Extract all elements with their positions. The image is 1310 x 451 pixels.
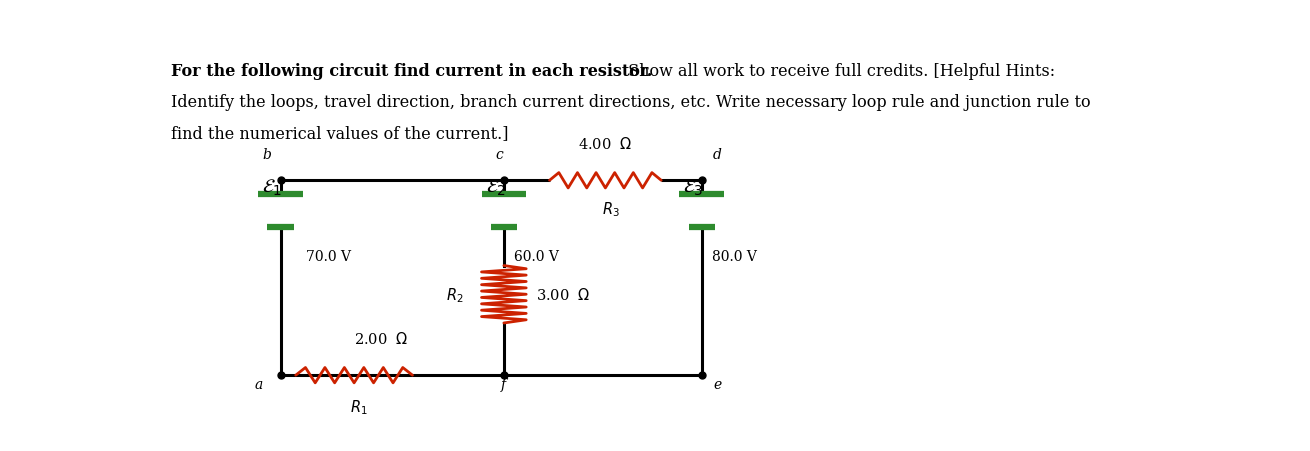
Text: $R_2$: $R_2$ <box>445 285 464 304</box>
Text: 70.0 V: 70.0 V <box>305 249 351 263</box>
Text: b: b <box>263 148 271 162</box>
Text: $\mathcal{E}_3$: $\mathcal{E}_3$ <box>684 177 703 197</box>
Text: d: d <box>713 148 722 162</box>
Text: 60.0 V: 60.0 V <box>514 249 559 263</box>
Text: $R_1$: $R_1$ <box>350 398 368 417</box>
Text: find the numerical values of the current.]: find the numerical values of the current… <box>170 125 508 142</box>
Text: 3.00  $\Omega$: 3.00 $\Omega$ <box>536 287 591 303</box>
Text: $\mathcal{E}_1$: $\mathcal{E}_1$ <box>262 177 283 197</box>
Text: Identify the loops, travel direction, branch current directions, etc. Write nece: Identify the loops, travel direction, br… <box>170 94 1090 111</box>
Text: 2.00  $\Omega$: 2.00 $\Omega$ <box>354 330 409 346</box>
Text: $R_3$: $R_3$ <box>601 200 620 219</box>
Text: $\mathcal{E}_2$: $\mathcal{E}_2$ <box>486 177 506 197</box>
Text: 80.0 V: 80.0 V <box>713 249 757 263</box>
Text: a: a <box>254 377 262 391</box>
Text: For the following circuit find current in each resistor.: For the following circuit find current i… <box>170 63 652 80</box>
Text: Show all work to receive full credits. [Helpful Hints:: Show all work to receive full credits. [… <box>622 63 1055 80</box>
Text: 4.00  $\Omega$: 4.00 $\Omega$ <box>578 135 633 152</box>
Text: e: e <box>713 377 722 391</box>
Text: f: f <box>502 377 507 391</box>
Text: c: c <box>495 148 503 162</box>
